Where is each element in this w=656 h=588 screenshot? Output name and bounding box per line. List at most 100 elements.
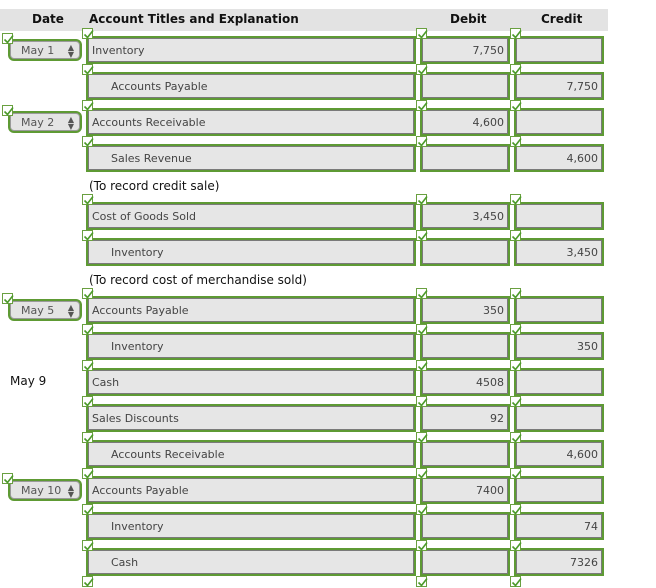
check-icon xyxy=(83,542,94,551)
account-title-field[interactable]: Cash xyxy=(88,550,414,574)
check-icon xyxy=(417,102,428,111)
check-icon xyxy=(83,30,94,39)
credit-field[interactable] xyxy=(516,370,602,394)
credit-value: 3,450 xyxy=(566,246,599,259)
account-title-field[interactable]: Inventory xyxy=(88,514,414,538)
debit-field[interactable] xyxy=(422,334,508,358)
check-icon xyxy=(511,232,522,241)
credit-field[interactable] xyxy=(516,406,602,430)
date-select[interactable]: May 5 ▲ ▼ xyxy=(10,301,80,319)
check-icon xyxy=(511,66,522,75)
debit-check-icon xyxy=(416,540,428,551)
check-icon xyxy=(83,102,94,111)
check-icon xyxy=(511,506,522,515)
account-title-field[interactable]: Cash xyxy=(88,370,414,394)
debit-field[interactable] xyxy=(422,514,508,538)
account-check-icon xyxy=(82,64,94,75)
date-value: May 2 xyxy=(21,116,55,129)
account-check-icon xyxy=(82,100,94,111)
credit-field[interactable] xyxy=(516,38,602,62)
account-title-value: Cash xyxy=(92,376,120,389)
account-check-icon xyxy=(82,230,94,241)
check-icon xyxy=(417,470,428,479)
debit-field[interactable]: 4,600 xyxy=(422,110,508,134)
up-down-arrow-icon: ▲ ▼ xyxy=(67,115,74,131)
debit-check-icon xyxy=(416,468,428,479)
account-title-field[interactable]: Sales Discounts xyxy=(88,406,414,430)
debit-value: 4,600 xyxy=(472,116,505,129)
date-select[interactable]: May 10 ▲ ▼ xyxy=(10,481,80,499)
debit-field[interactable] xyxy=(422,74,508,98)
date-check-icon xyxy=(2,293,14,304)
check-icon xyxy=(417,196,428,205)
account-title-field[interactable]: Accounts Payable xyxy=(88,74,414,98)
account-check-icon xyxy=(82,468,94,479)
credit-field[interactable]: 4,600 xyxy=(516,146,602,170)
credit-field[interactable] xyxy=(516,298,602,322)
debit-field[interactable]: 7,750 xyxy=(422,38,508,62)
account-title-field[interactable]: Accounts Receivable xyxy=(88,110,414,134)
account-check-icon xyxy=(82,360,94,371)
credit-field[interactable] xyxy=(516,204,602,228)
credit-check-icon xyxy=(510,432,522,443)
check-icon xyxy=(417,138,428,147)
account-title-value: Inventory xyxy=(111,246,164,259)
debit-field[interactable] xyxy=(422,146,508,170)
date-value: May 5 xyxy=(21,304,55,317)
account-title-value: Cost of Goods Sold xyxy=(92,210,196,223)
debit-check-icon xyxy=(416,288,428,299)
credit-field[interactable]: 4,600 xyxy=(516,442,602,466)
account-title-field[interactable]: Sales Revenue xyxy=(88,146,414,170)
date-check-icon xyxy=(2,33,14,44)
account-title-field[interactable]: Inventory xyxy=(88,334,414,358)
check-icon xyxy=(83,470,94,479)
account-title-value: Accounts Payable xyxy=(92,304,189,317)
check-icon xyxy=(511,290,522,299)
check-icon xyxy=(417,542,428,551)
debit-value: 4508 xyxy=(476,376,504,389)
date-select[interactable]: May 2 ▲ ▼ xyxy=(10,113,80,131)
account-title-field[interactable]: Cost of Goods Sold xyxy=(88,204,414,228)
credit-field[interactable]: 7,750 xyxy=(516,74,602,98)
debit-field[interactable] xyxy=(422,550,508,574)
credit-field[interactable]: 350 xyxy=(516,334,602,358)
debit-field[interactable]: 4508 xyxy=(422,370,508,394)
check-icon xyxy=(417,326,428,335)
account-check-icon xyxy=(82,288,94,299)
check-icon xyxy=(83,138,94,147)
check-icon xyxy=(3,295,14,304)
check-icon xyxy=(417,290,428,299)
account-title-field[interactable]: Inventory xyxy=(88,240,414,264)
debit-field[interactable]: 350 xyxy=(422,298,508,322)
credit-value: 74 xyxy=(584,520,598,533)
header-date: Date xyxy=(32,12,64,26)
credit-check-icon xyxy=(510,468,522,479)
check-icon xyxy=(511,102,522,111)
debit-field[interactable] xyxy=(422,442,508,466)
account-title-field[interactable]: Inventory xyxy=(88,38,414,62)
date-select[interactable]: May 1 ▲ ▼ xyxy=(10,41,80,59)
credit-value: 350 xyxy=(577,340,598,353)
check-icon xyxy=(83,326,94,335)
header-debit: Debit xyxy=(450,12,487,26)
check-icon xyxy=(3,475,14,484)
debit-field[interactable]: 7400 xyxy=(422,478,508,502)
credit-field[interactable] xyxy=(516,110,602,134)
account-title-field[interactable]: Accounts Payable xyxy=(88,478,414,502)
debit-check-icon xyxy=(416,100,428,111)
credit-field[interactable]: 74 xyxy=(516,514,602,538)
debit-value: 7400 xyxy=(476,484,504,497)
account-title-value: Accounts Receivable xyxy=(111,448,225,461)
account-check-icon xyxy=(82,540,94,551)
credit-field[interactable]: 7326 xyxy=(516,550,602,574)
credit-field[interactable] xyxy=(516,478,602,502)
date-value: May 1 xyxy=(21,44,55,57)
credit-field[interactable]: 3,450 xyxy=(516,240,602,264)
account-title-field[interactable]: Accounts Payable xyxy=(88,298,414,322)
account-title-field[interactable]: Accounts Receivable xyxy=(88,442,414,466)
debit-field[interactable] xyxy=(422,240,508,264)
credit-check-icon xyxy=(510,396,522,407)
debit-field[interactable]: 3,450 xyxy=(422,204,508,228)
check-icon xyxy=(511,362,522,371)
debit-field[interactable]: 92 xyxy=(422,406,508,430)
